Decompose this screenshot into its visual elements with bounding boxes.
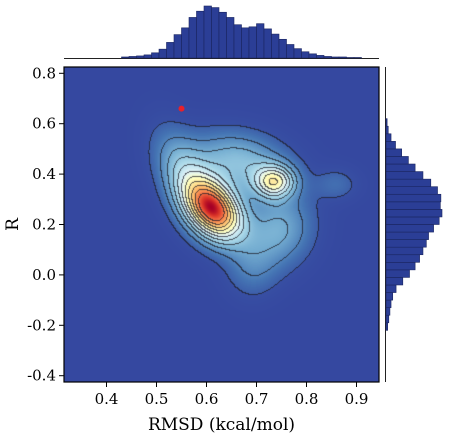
y-tick-label: 0.0: [32, 266, 56, 284]
density-heatmap: [64, 67, 379, 382]
marginal-x-histogram: [64, 5, 379, 59]
marginal-x-bar: [241, 27, 250, 59]
marginal-y-bar: [385, 148, 402, 157]
x-axis-ticks: 0.4 0.5 0.6 0.7 0.8 0.9: [95, 382, 369, 408]
marginal-y-bar: [385, 118, 388, 127]
marginal-x-bar: [256, 23, 265, 59]
marginal-x-bar: [338, 56, 347, 59]
marginal-y-bar: [385, 171, 424, 180]
marginal-x-bar: [143, 54, 152, 59]
marginal-x-bar: [218, 11, 227, 59]
y-axis-ticks: -0.4 -0.2 0.0 0.2 0.4 0.6 0.8: [27, 64, 64, 385]
y-tick-label: 0.6: [32, 115, 56, 133]
y-tick-label: 0.8: [32, 64, 56, 82]
marginal-x-bar: [188, 17, 197, 59]
marginal-y-bar: [385, 261, 416, 271]
marginal-x-bar: [286, 44, 295, 59]
marginal-y-bar: [385, 231, 429, 240]
y-tick-label: 0.2: [32, 216, 56, 234]
marginal-y-bar: [385, 163, 416, 172]
marginal-x-bar: [158, 48, 167, 59]
plot-overlay: [178, 105, 185, 112]
marginal-x-bar: [331, 56, 340, 59]
marginal-x-bar: [271, 33, 280, 59]
marginal-y-bar: [385, 178, 432, 187]
marginal-x-bar: [151, 52, 160, 59]
marginal-x-bar: [203, 5, 212, 59]
marginal-x-bar: [166, 42, 175, 59]
x-tick-label: 0.5: [145, 390, 169, 408]
marginal-x-bar: [323, 56, 332, 59]
marginal-x-bar: [316, 55, 325, 59]
x-axis-label: RMSD (kcal/mol): [148, 415, 295, 435]
marginal-y-bar: [385, 299, 392, 308]
marginal-y-bar: [385, 284, 397, 293]
marginal-x-bar: [136, 55, 145, 59]
marginal-y-histogram: [385, 67, 443, 382]
marginal-x-bar: [308, 53, 317, 59]
marginal-x-bar: [211, 7, 220, 59]
marginal-x-bar: [173, 34, 182, 59]
marginal-x-bar: [196, 10, 205, 59]
density-heatmap-container: [64, 67, 379, 382]
marginal-y-bar: [385, 201, 441, 210]
marginal-x-bar: [301, 51, 310, 59]
marginal-y-bar: [385, 322, 388, 331]
marginal-x-bar: [121, 56, 130, 59]
marginal-x-bar: [226, 17, 235, 59]
marginal-y-bar: [385, 224, 434, 233]
y-tick-label: -0.4: [27, 367, 56, 385]
marginal-y-bar: [385, 141, 396, 150]
y-tick-label: 0.4: [32, 165, 56, 183]
marginal-y-bar: [385, 307, 391, 316]
marginal-y-bar: [385, 125, 389, 135]
marginal-x-bar: [181, 27, 190, 59]
x-tick-label: 0.7: [245, 390, 269, 408]
marginal-y-bar: [385, 269, 410, 278]
y-axis-label: R: [3, 217, 23, 231]
marginal-y-bar: [385, 209, 443, 218]
marginal-y-bar: [385, 186, 438, 195]
marginal-y-bar: [385, 239, 427, 248]
marginal-x-bar: [233, 24, 242, 59]
marginal-x-bar: [248, 26, 257, 59]
x-tick-label: 0.9: [345, 390, 369, 408]
marginal-x-bar: [293, 48, 302, 59]
marginal-y-bar: [385, 254, 420, 263]
x-tick-label: 0.4: [95, 390, 119, 408]
y-tick-label: -0.2: [27, 316, 56, 334]
highlight-point: [178, 105, 185, 112]
marginal-x-bar: [346, 57, 355, 59]
marginal-y-bar: [385, 156, 409, 165]
main-plot: [63, 66, 380, 383]
marginal-y-bar: [385, 314, 390, 324]
marginal-y-bar: [385, 292, 394, 301]
marginal-y-bar: [385, 193, 442, 203]
x-tick-label: 0.6: [195, 390, 219, 408]
marginal-x-bar: [263, 28, 272, 59]
marginal-y-bar: [385, 277, 404, 286]
marginal-y-bar: [385, 216, 440, 225]
marginal-x-bar: [128, 56, 137, 59]
marginal-y-bar: [385, 133, 392, 142]
x-tick-label: 0.8: [295, 390, 319, 408]
marginal-y-bar: [385, 246, 424, 256]
marginal-x-bar: [353, 57, 362, 59]
marginal-x-bar: [278, 38, 287, 59]
